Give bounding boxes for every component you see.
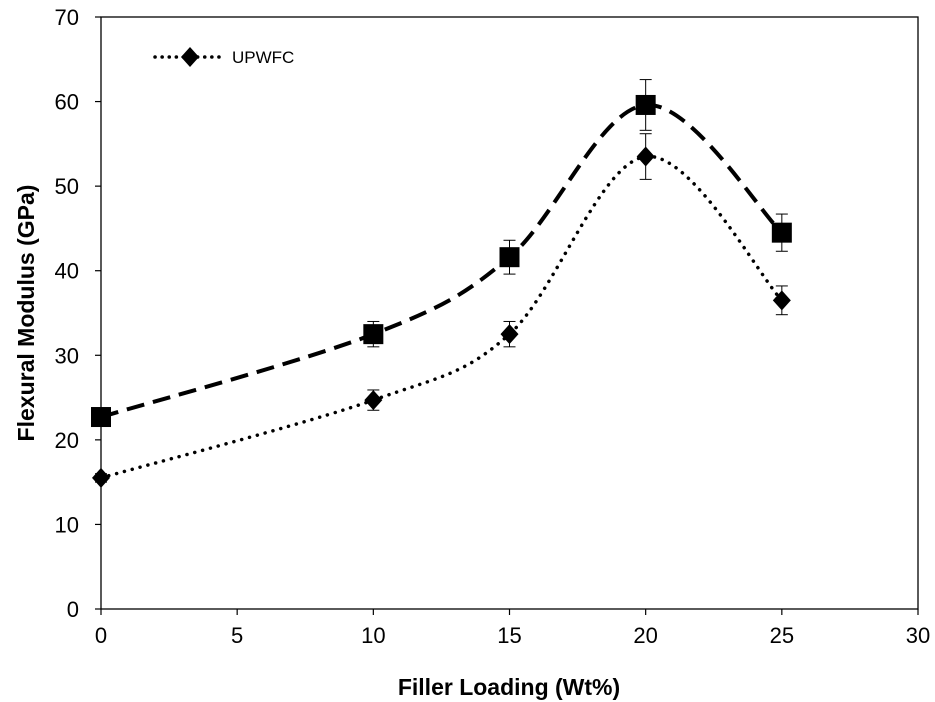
legend: UPWFC bbox=[153, 47, 294, 67]
y-tick-label: 10 bbox=[55, 512, 79, 537]
x-tick-label: 20 bbox=[633, 623, 657, 648]
diamond-marker bbox=[500, 324, 519, 345]
series-square bbox=[91, 79, 792, 428]
legend-item: UPWFC bbox=[153, 47, 294, 67]
x-tick-label: 10 bbox=[361, 623, 385, 648]
axes: 0 5 10 15 20 25 30 0 10 20 30 40 50 60 70 bbox=[55, 5, 931, 648]
x-tick-label: 0 bbox=[95, 623, 107, 648]
legend-label: UPWFC bbox=[232, 48, 294, 67]
y-tick-label: 20 bbox=[55, 428, 79, 453]
y-axis-title: Flexural Modulus (GPa) bbox=[13, 185, 39, 442]
diamond-marker bbox=[364, 390, 383, 411]
square-marker bbox=[771, 222, 792, 243]
diamond-marker bbox=[772, 290, 791, 311]
y-tick-label: 50 bbox=[55, 174, 79, 199]
series-diamond bbox=[92, 133, 791, 488]
y-tick-label: 30 bbox=[55, 343, 79, 368]
x-tick-label: 25 bbox=[770, 623, 794, 648]
square-marker bbox=[635, 94, 656, 115]
x-axis-title: Filler Loading (Wt%) bbox=[398, 674, 620, 700]
legend-marker bbox=[181, 47, 199, 67]
x-tick-label: 5 bbox=[231, 623, 243, 648]
y-tick-label: 70 bbox=[55, 5, 79, 30]
series-layer bbox=[91, 79, 792, 488]
plot-area bbox=[100, 16, 919, 610]
diamond-marker bbox=[636, 146, 655, 167]
y-tick-label: 60 bbox=[55, 90, 79, 115]
square-marker bbox=[499, 247, 520, 268]
y-tick-label: 0 bbox=[67, 597, 79, 622]
square-marker bbox=[363, 324, 384, 345]
x-tick-label: 30 bbox=[906, 623, 930, 648]
square-marker bbox=[91, 407, 111, 428]
x-tick-label: 15 bbox=[497, 623, 521, 648]
y-tick-label: 40 bbox=[55, 259, 79, 284]
diamond-marker bbox=[92, 467, 110, 488]
